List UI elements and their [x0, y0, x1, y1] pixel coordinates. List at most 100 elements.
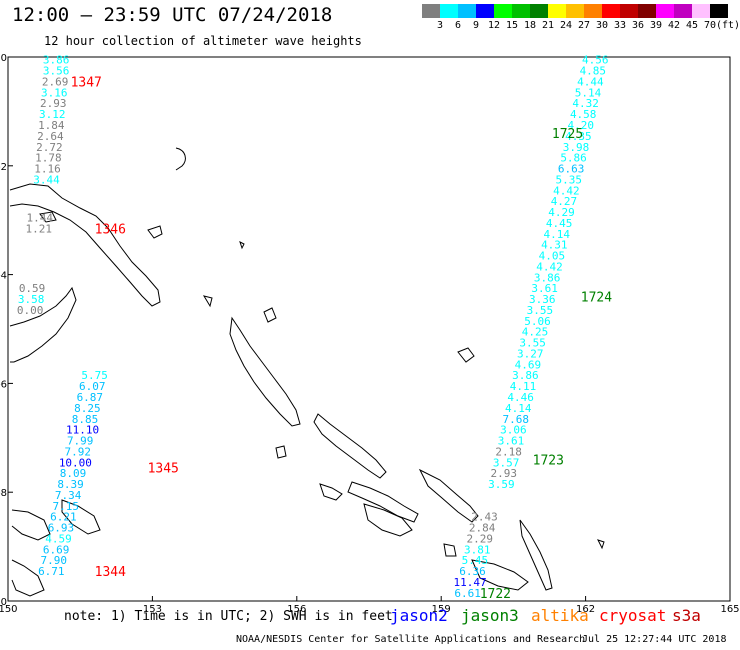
colorbar-swatch: [602, 4, 620, 18]
coastline-island-j: [11, 559, 45, 597]
colorbar-tick-label: 70: [703, 20, 717, 31]
legend-item-cryosat: cryosat: [599, 606, 667, 625]
x-tick-label: 162: [576, 604, 595, 615]
y-tick-label: -6: [0, 379, 7, 390]
wave-height-value: 1.16: [34, 163, 61, 176]
footer-credit: NOAA/NESDIS Center for Satellite Applica…: [236, 634, 586, 645]
legend-item-s3a: s3a: [672, 606, 701, 625]
wave-height-value: 4.56: [582, 54, 609, 67]
colorbar-swatch: [548, 4, 566, 18]
legend-item-jason3: jason3: [461, 606, 519, 625]
wave-height-value: 3.81: [464, 543, 491, 556]
wave-height-value: 7.15: [53, 500, 80, 513]
coastline-makira: [471, 559, 529, 591]
coastline-new-britain: [9, 286, 77, 363]
map-subtitle: 12 hour collection of altimeter wave hei…: [44, 34, 362, 48]
wave-height-value: 5.35: [556, 173, 583, 186]
wave-height-value: 4.69: [515, 358, 542, 371]
colorbar-swatch: [620, 4, 638, 18]
wave-height-value: 6.61: [454, 587, 481, 600]
colorbar-tick-label: 6: [454, 20, 462, 31]
map-axes: 150 153 156 159 162 165 0 -2 -4 -6 -8 -10: [0, 53, 740, 615]
colorbar-tick-label: 3: [436, 20, 444, 31]
wave-height-value: 3.58: [18, 293, 45, 306]
wave-height-value: 0.00: [17, 304, 44, 317]
colorbar-tick-label: 21: [541, 20, 555, 31]
wave-height-value: 3.55: [519, 337, 546, 350]
coastline-island-c: [147, 225, 163, 239]
colorbar-tick-label: 33: [613, 20, 627, 31]
coastline-island-h: [275, 445, 287, 459]
wave-height-value: 3.44: [33, 173, 60, 186]
map-title: 12:00 – 23:59 UTC 07/24/2018: [12, 4, 333, 26]
coastline-island-b: [175, 147, 186, 171]
coastline-new-ireland: [9, 183, 161, 307]
wave-height-value: 2.43: [471, 511, 498, 524]
colorbar-tick-label: 30: [595, 20, 609, 31]
colorbar-swatch: [422, 4, 440, 18]
wave-height-value: 3.61: [531, 282, 558, 295]
colorbar-tick-label: 39: [649, 20, 663, 31]
pass-number-label: 1724: [581, 290, 612, 305]
wave-height-value: 4.35: [565, 130, 592, 143]
wave-height-value: 3.57: [493, 456, 520, 469]
colorbar-swatch: [674, 4, 692, 18]
colorbar-swatch: [440, 4, 458, 18]
wave-height-value: 4.11: [510, 380, 537, 393]
colorbar-swatch: [512, 4, 530, 18]
coastline-island-m: [597, 539, 605, 550]
y-tick-label: 0: [1, 53, 7, 64]
wave-height-value: 3.86: [534, 271, 561, 284]
wave-height-colorbar: [422, 4, 728, 18]
colorbar-tick-label: 9: [472, 20, 480, 31]
wave-height-value: 6.69: [43, 543, 70, 556]
coastline-bougainville: [229, 316, 301, 427]
wave-height-value: 4.85: [580, 65, 607, 78]
legend-note: note: 1) Time is in UTC; 2) SWH is in fe…: [64, 609, 393, 624]
coastline-island-a: [39, 211, 57, 223]
colorbar-swatch: [584, 4, 602, 18]
colorbar-swatch: [494, 4, 512, 18]
wave-height-value: 5.45: [462, 554, 489, 567]
wave-height-value: 3.56: [43, 65, 70, 78]
x-tick-label: 165: [720, 604, 739, 615]
colorbar-swatch: [638, 4, 656, 18]
y-tick-label: -2: [0, 162, 7, 173]
colorbar-swatch: [458, 4, 476, 18]
altimeter-passes: 4.564.854.445.144.324.584.204.353.985.86…: [17, 54, 612, 602]
wave-height-value: 4.45: [546, 217, 573, 230]
wave-height-value: 3.86: [43, 54, 70, 67]
colorbar-swatch: [656, 4, 674, 18]
wave-height-value: 6.71: [38, 565, 65, 578]
colorbar-swatch: [530, 4, 548, 18]
wave-height-value: 3.06: [500, 424, 527, 437]
wave-height-value: 3.98: [563, 141, 590, 154]
footer-timestamp: Jul 25 12:27:44 UTC 2018: [582, 634, 727, 645]
wave-height-value: 11.47: [454, 576, 487, 589]
wave-height-value: 6.21: [50, 511, 77, 524]
wave-height-value: 7.34: [55, 489, 82, 502]
wave-height-value: 8.85: [72, 413, 99, 426]
wave-height-value: 3.16: [41, 86, 68, 99]
wave-height-value: 2.93: [40, 97, 67, 110]
colorbar-swatch: [710, 4, 728, 18]
wave-height-value: 5.06: [524, 315, 551, 328]
wave-height-value: 4.29: [548, 206, 575, 219]
wave-height-value: 2.64: [37, 130, 64, 143]
pass-number-label: 1347: [71, 75, 102, 90]
legend-item-altika: altika: [531, 606, 589, 625]
wave-height-value: 4.32: [572, 97, 599, 110]
wave-height-value: 3.12: [39, 108, 66, 121]
wave-height-value: 6.93: [48, 522, 75, 535]
colorbar-tick-label: 45: [685, 20, 699, 31]
wave-height-value: 2.18: [495, 445, 522, 458]
wave-height-value: 11.10: [66, 424, 99, 437]
wave-height-value: 4.42: [536, 260, 563, 273]
wave-height-value: 10.00: [59, 456, 92, 469]
wave-height-value: 6.63: [558, 163, 585, 176]
wave-height-value: 2.84: [469, 522, 496, 535]
wave-height-value: 1.21: [26, 222, 53, 235]
wave-height-value: 3.27: [517, 347, 544, 360]
wave-height-value: 3.86: [512, 369, 539, 382]
